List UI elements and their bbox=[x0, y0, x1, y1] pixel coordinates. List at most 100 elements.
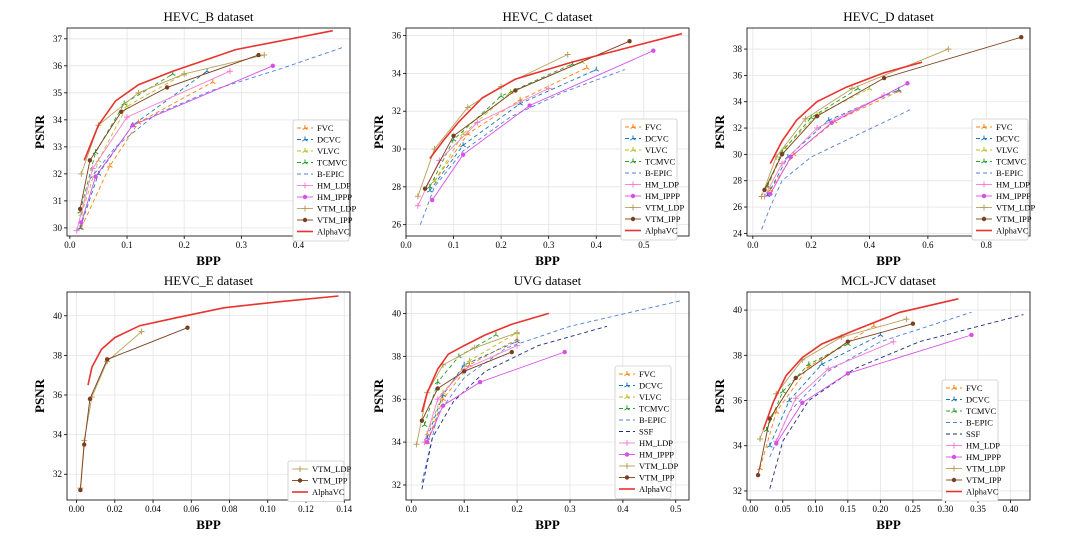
legend-entry: FVC bbox=[639, 369, 656, 379]
series-vtm-ipp bbox=[755, 321, 916, 478]
data-point bbox=[910, 321, 916, 326]
legend-marker bbox=[624, 405, 630, 411]
x-tick-label: 0.0 bbox=[64, 240, 76, 250]
chart-panel-1: 0.0 0.1 0.2 0.3 0.4 30 31 32 33 34 35 36 37 HEVC_B da… bbox=[32, 9, 356, 268]
series-line bbox=[421, 351, 512, 421]
y-tick-label: 30 bbox=[392, 144, 402, 154]
series-line bbox=[79, 327, 188, 491]
x-axis-label: BPP bbox=[196, 517, 221, 532]
data-point bbox=[209, 79, 216, 85]
series-line bbox=[769, 61, 923, 164]
data-point bbox=[527, 103, 532, 108]
legend-marker bbox=[630, 204, 636, 211]
x-tick-label: 0.5 bbox=[670, 504, 682, 514]
legend-entry: DCVC bbox=[645, 134, 669, 144]
data-point bbox=[757, 435, 764, 442]
series-line bbox=[79, 54, 259, 210]
series-vtm-ldp bbox=[77, 328, 145, 492]
x-tick-label: 0.0 bbox=[400, 240, 412, 250]
data-point bbox=[87, 158, 93, 163]
data-point bbox=[77, 206, 83, 212]
data-point bbox=[181, 70, 188, 77]
legend-entry: B-EPIC bbox=[639, 415, 666, 425]
series-line bbox=[80, 65, 273, 223]
x-tick-label: 0.40 bbox=[1003, 504, 1019, 514]
y-tick-label: 40 bbox=[733, 305, 743, 315]
data-point bbox=[87, 396, 93, 402]
chart-panel-5: 0.0 0.1 0.2 0.3 0.4 0.5 32 34 36 38 40 UVG dataset B… bbox=[371, 273, 690, 532]
x-axis-label: BPP bbox=[196, 253, 221, 268]
legend-marker bbox=[624, 394, 630, 400]
series-alphavc bbox=[83, 29, 333, 161]
y-tick-label: 33 bbox=[53, 142, 63, 152]
data-point bbox=[800, 400, 805, 405]
y-tick-label: 34 bbox=[733, 441, 743, 451]
series-line bbox=[79, 70, 208, 229]
legend-box bbox=[292, 119, 350, 242]
data-point bbox=[766, 442, 773, 448]
series-line bbox=[417, 88, 549, 206]
data-point bbox=[419, 418, 425, 423]
legend-marker bbox=[951, 477, 957, 483]
series-vtm-ldp bbox=[758, 46, 952, 200]
series-tcmvc bbox=[764, 85, 861, 189]
series-line bbox=[429, 69, 597, 191]
y-tick-label: 40 bbox=[392, 308, 402, 318]
legend-marker bbox=[630, 147, 636, 153]
y-tick-label: 36 bbox=[53, 61, 63, 71]
legend-marker bbox=[951, 396, 957, 402]
data-point bbox=[270, 63, 276, 69]
series-vtm-ipp bbox=[77, 52, 261, 212]
legend-entry: VTM_IPP bbox=[996, 214, 1032, 224]
legend-entry: AlphaVC bbox=[639, 484, 672, 494]
data-point bbox=[768, 191, 773, 197]
legend-marker bbox=[302, 159, 308, 165]
y-tick-label: 30 bbox=[733, 149, 743, 159]
y-tick-label: 34 bbox=[53, 115, 63, 125]
y-tick-label: 36 bbox=[733, 396, 743, 406]
legend-entry: FVC bbox=[996, 122, 1013, 132]
y-axis-label: PSNR bbox=[32, 378, 47, 413]
legend-marker bbox=[302, 125, 308, 131]
data-point bbox=[805, 361, 812, 367]
legend-marker bbox=[981, 181, 987, 188]
y-axis-label: PSNR bbox=[712, 114, 727, 149]
legend-marker bbox=[951, 385, 957, 391]
data-point bbox=[421, 421, 428, 427]
series-line bbox=[775, 334, 972, 444]
data-point bbox=[802, 115, 809, 122]
legend-entry: VLVC bbox=[996, 145, 1019, 155]
y-tick-label: 28 bbox=[392, 182, 402, 192]
y-tick-label: 36 bbox=[53, 390, 63, 400]
data-point bbox=[440, 396, 446, 402]
series-alphavc bbox=[421, 312, 550, 413]
legend-entry: VTM_LDP bbox=[966, 464, 1005, 474]
data-point bbox=[767, 416, 772, 421]
legend-entry: VTM_LDP bbox=[645, 203, 684, 213]
legend-marker bbox=[951, 465, 957, 472]
y-tick-label: 40 bbox=[53, 311, 63, 321]
data-point bbox=[77, 224, 84, 230]
series-hm-ldp bbox=[73, 68, 233, 234]
data-point bbox=[562, 349, 567, 355]
y-tick-label: 38 bbox=[53, 350, 63, 360]
series-alphavc bbox=[769, 61, 923, 164]
series-line bbox=[757, 323, 914, 476]
legend-entry: HM_LDP bbox=[996, 180, 1030, 190]
data-point bbox=[498, 93, 504, 99]
x-tick-label: 0.8 bbox=[981, 240, 993, 250]
data-point bbox=[814, 125, 821, 132]
x-tick-label: 0.12 bbox=[298, 504, 314, 514]
legend-marker bbox=[624, 475, 630, 480]
series-line bbox=[764, 94, 885, 197]
series-line bbox=[421, 312, 550, 413]
data-point bbox=[627, 39, 632, 44]
data-point bbox=[969, 332, 974, 338]
data-point bbox=[477, 379, 483, 385]
series-line bbox=[769, 314, 1024, 489]
y-tick-label: 30 bbox=[53, 223, 63, 233]
series-fvc bbox=[78, 79, 216, 230]
x-axis-label: BPP bbox=[876, 253, 901, 268]
series-line bbox=[434, 67, 587, 182]
